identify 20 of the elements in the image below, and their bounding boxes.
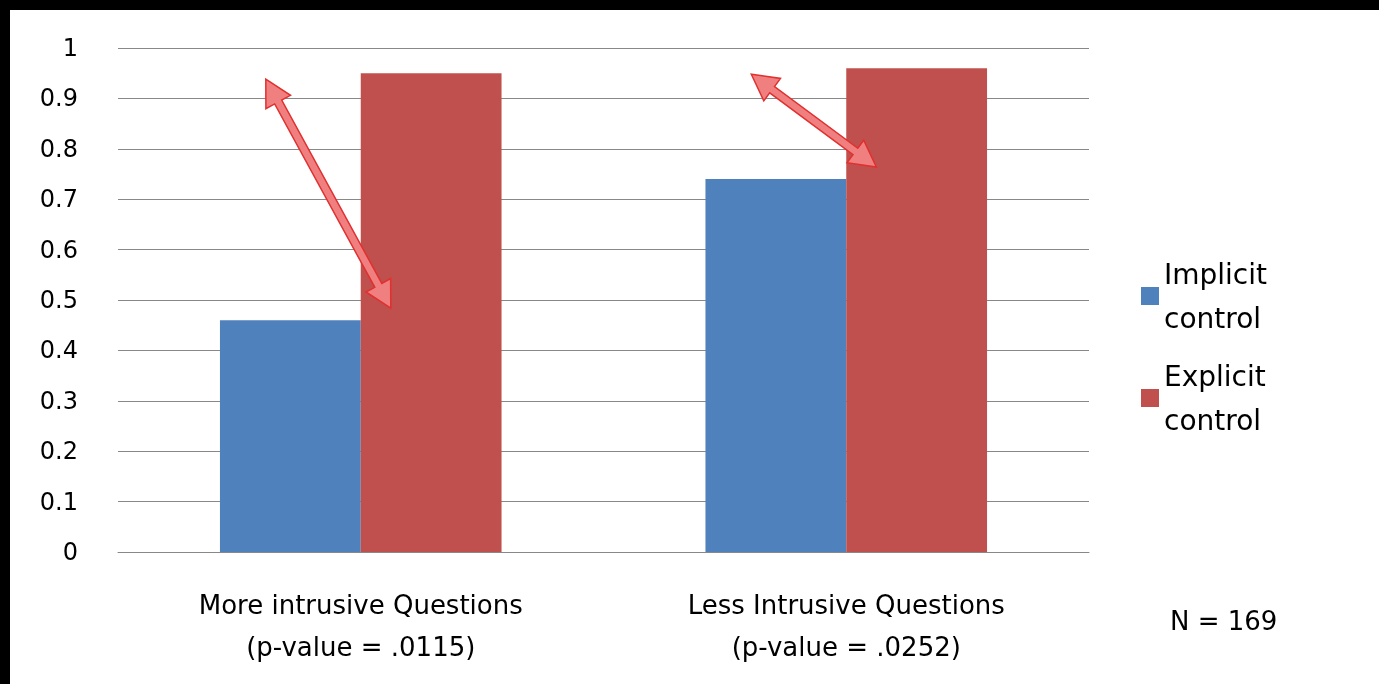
y-tick-label: 0.2	[39, 437, 78, 466]
y-tick-label: 0.3	[39, 386, 78, 415]
y-tick-label: 0.5	[39, 286, 78, 314]
legend-label: Explicit control	[1164, 359, 1275, 437]
y-tick-label: 0	[62, 538, 78, 566]
x-tick-label: Less Intrusive Questions (p-value = .0252)	[687, 590, 1005, 662]
bar	[705, 179, 847, 552]
y-tick-label: 1	[62, 34, 78, 62]
x-tick-label: More intrusive Questions (p-value = .0115)	[198, 590, 523, 662]
y-tick-label: 0.4	[39, 336, 78, 365]
y-tick-label: 0.9	[39, 84, 78, 113]
y-tick-label: 0.1	[39, 487, 78, 516]
text: N = 169	[1170, 606, 1278, 636]
y-tick-label: 0.7	[39, 185, 78, 214]
bar	[219, 320, 361, 552]
bar	[846, 68, 988, 552]
bar	[360, 73, 502, 552]
legend-label: Implicit control	[1164, 257, 1276, 335]
y-tick-label: 0.8	[39, 134, 78, 163]
y-tick-label: 0.6	[39, 235, 78, 264]
